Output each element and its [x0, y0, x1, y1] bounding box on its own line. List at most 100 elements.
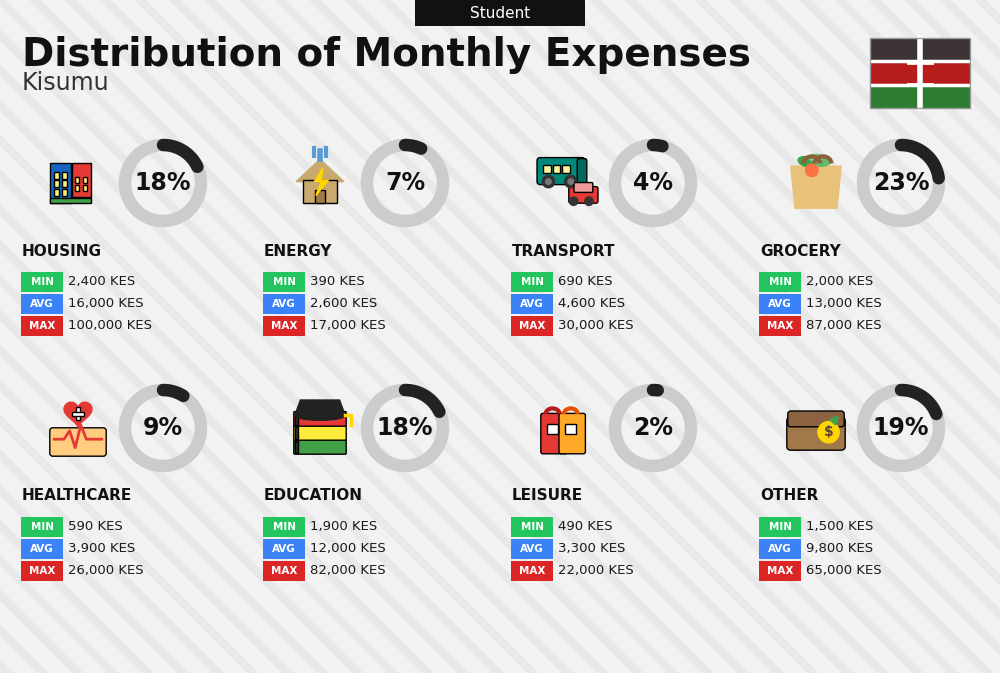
Text: 30,000 KES: 30,000 KES — [558, 319, 634, 332]
Text: 22,000 KES: 22,000 KES — [558, 564, 634, 577]
Text: AVG: AVG — [30, 544, 54, 554]
FancyBboxPatch shape — [569, 186, 598, 203]
Text: $: $ — [824, 425, 833, 439]
FancyBboxPatch shape — [511, 316, 553, 336]
Text: MIN: MIN — [272, 277, 296, 287]
FancyBboxPatch shape — [263, 316, 305, 336]
FancyBboxPatch shape — [759, 316, 801, 336]
Text: AVG: AVG — [768, 299, 792, 309]
FancyBboxPatch shape — [511, 561, 553, 581]
Text: MIN: MIN — [768, 522, 792, 532]
FancyBboxPatch shape — [788, 411, 844, 427]
Text: MAX: MAX — [29, 321, 55, 331]
Text: 690 KES: 690 KES — [558, 275, 613, 288]
FancyBboxPatch shape — [553, 165, 560, 173]
Text: 100,000 KES: 100,000 KES — [68, 319, 152, 332]
Text: AVG: AVG — [768, 544, 792, 554]
Text: 7%: 7% — [385, 171, 425, 195]
FancyBboxPatch shape — [559, 413, 585, 454]
Text: 1,900 KES: 1,900 KES — [310, 520, 377, 533]
FancyBboxPatch shape — [870, 85, 970, 108]
Text: 16,000 KES: 16,000 KES — [68, 297, 144, 310]
Circle shape — [546, 179, 551, 184]
Text: HEALTHCARE: HEALTHCARE — [22, 489, 132, 503]
FancyBboxPatch shape — [315, 190, 325, 203]
Circle shape — [565, 176, 577, 188]
Text: AVG: AVG — [272, 299, 296, 309]
Text: 490 KES: 490 KES — [558, 520, 613, 533]
FancyBboxPatch shape — [72, 164, 91, 197]
Text: MIN: MIN — [520, 522, 544, 532]
Text: AVG: AVG — [30, 299, 54, 309]
FancyBboxPatch shape — [759, 272, 801, 292]
Text: 590 KES: 590 KES — [68, 520, 123, 533]
Polygon shape — [296, 160, 344, 182]
Text: LEISURE: LEISURE — [512, 489, 583, 503]
FancyBboxPatch shape — [574, 182, 593, 192]
FancyBboxPatch shape — [54, 188, 59, 196]
FancyBboxPatch shape — [50, 164, 71, 203]
Text: MIN: MIN — [520, 277, 544, 287]
Text: 19%: 19% — [873, 416, 929, 440]
Text: 3,300 KES: 3,300 KES — [558, 542, 625, 555]
Text: 9,800 KES: 9,800 KES — [806, 542, 873, 555]
Text: Distribution of Monthly Expenses: Distribution of Monthly Expenses — [22, 36, 751, 74]
FancyBboxPatch shape — [62, 172, 67, 179]
Text: ENERGY: ENERGY — [264, 244, 332, 258]
FancyBboxPatch shape — [21, 561, 63, 581]
Polygon shape — [64, 402, 92, 427]
Text: 2,000 KES: 2,000 KES — [806, 275, 873, 288]
Circle shape — [806, 164, 818, 176]
FancyBboxPatch shape — [787, 417, 845, 450]
FancyBboxPatch shape — [263, 294, 305, 314]
FancyBboxPatch shape — [294, 439, 346, 454]
FancyBboxPatch shape — [76, 407, 80, 419]
Text: 18%: 18% — [377, 416, 433, 440]
Text: 13,000 KES: 13,000 KES — [806, 297, 882, 310]
FancyBboxPatch shape — [759, 539, 801, 559]
Text: HOUSING: HOUSING — [22, 244, 102, 258]
FancyBboxPatch shape — [565, 424, 576, 433]
FancyBboxPatch shape — [83, 177, 87, 183]
Text: 23%: 23% — [873, 171, 929, 195]
FancyBboxPatch shape — [294, 412, 346, 426]
Text: 2,600 KES: 2,600 KES — [310, 297, 377, 310]
Text: AVG: AVG — [272, 544, 296, 554]
Text: MAX: MAX — [519, 566, 545, 576]
Text: AVG: AVG — [520, 299, 544, 309]
FancyBboxPatch shape — [511, 539, 553, 559]
Polygon shape — [295, 400, 345, 415]
Text: MAX: MAX — [271, 566, 297, 576]
FancyBboxPatch shape — [562, 165, 570, 173]
FancyBboxPatch shape — [263, 561, 305, 581]
FancyBboxPatch shape — [511, 294, 553, 314]
Ellipse shape — [295, 411, 345, 421]
Text: GROCERY: GROCERY — [760, 244, 841, 258]
FancyBboxPatch shape — [759, 561, 801, 581]
Text: MIN: MIN — [768, 277, 792, 287]
FancyBboxPatch shape — [50, 428, 106, 456]
Text: 26,000 KES: 26,000 KES — [68, 564, 144, 577]
Text: MIN: MIN — [272, 522, 296, 532]
FancyBboxPatch shape — [54, 180, 59, 187]
FancyBboxPatch shape — [759, 294, 801, 314]
Text: 1,500 KES: 1,500 KES — [806, 520, 873, 533]
Text: Student: Student — [470, 5, 530, 20]
FancyBboxPatch shape — [511, 517, 553, 537]
FancyBboxPatch shape — [21, 294, 63, 314]
FancyBboxPatch shape — [21, 539, 63, 559]
Text: 18%: 18% — [135, 171, 191, 195]
Text: 12,000 KES: 12,000 KES — [310, 542, 386, 555]
Circle shape — [568, 179, 574, 184]
Text: EDUCATION: EDUCATION — [264, 489, 363, 503]
Text: TRANSPORT: TRANSPORT — [512, 244, 616, 258]
FancyBboxPatch shape — [75, 177, 79, 183]
Ellipse shape — [815, 157, 831, 166]
FancyBboxPatch shape — [263, 539, 305, 559]
Text: MAX: MAX — [271, 321, 297, 331]
Text: 2%: 2% — [633, 416, 673, 440]
FancyBboxPatch shape — [21, 517, 63, 537]
FancyBboxPatch shape — [72, 412, 84, 416]
Text: Kisumu: Kisumu — [22, 71, 110, 95]
FancyBboxPatch shape — [83, 185, 87, 191]
